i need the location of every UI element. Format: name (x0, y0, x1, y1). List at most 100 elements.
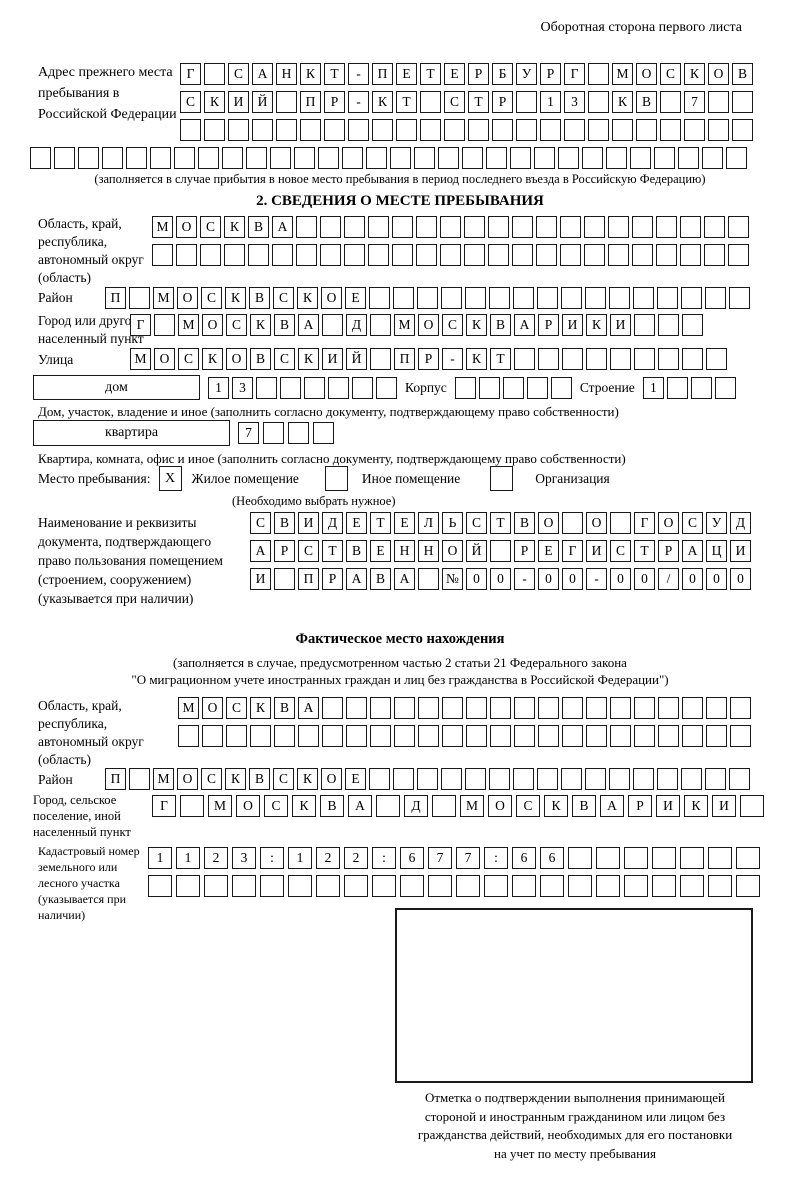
char-box[interactable] (492, 119, 513, 141)
char-box[interactable]: И (656, 795, 680, 817)
char-box[interactable] (609, 287, 630, 309)
char-box[interactable] (729, 287, 750, 309)
char-box[interactable]: Д (404, 795, 428, 817)
char-box[interactable] (390, 147, 411, 169)
char-box[interactable] (680, 244, 701, 266)
char-box[interactable] (730, 725, 751, 747)
char-box[interactable]: В (636, 91, 657, 113)
char-box[interactable] (368, 244, 389, 266)
char-box[interactable] (490, 725, 511, 747)
char-box[interactable]: О (202, 314, 223, 336)
char-box[interactable]: О (442, 540, 463, 562)
char-box[interactable]: К (292, 795, 316, 817)
char-box[interactable]: К (300, 63, 321, 85)
char-box[interactable] (516, 91, 537, 113)
char-box[interactable] (680, 875, 704, 897)
char-box[interactable] (624, 875, 648, 897)
char-box[interactable]: А (250, 540, 271, 562)
char-box[interactable]: И (610, 314, 631, 336)
char-box[interactable]: В (346, 540, 367, 562)
char-box[interactable] (562, 348, 583, 370)
char-box[interactable] (660, 91, 681, 113)
char-box[interactable]: М (153, 768, 174, 790)
char-box[interactable]: О (236, 795, 260, 817)
char-box[interactable]: С (226, 314, 247, 336)
char-box[interactable] (634, 697, 655, 719)
char-box[interactable] (370, 348, 391, 370)
char-box[interactable] (486, 147, 507, 169)
char-box[interactable] (296, 244, 317, 266)
char-box[interactable]: В (249, 768, 270, 790)
char-box[interactable]: В (514, 512, 535, 534)
char-box[interactable] (588, 63, 609, 85)
char-box[interactable] (344, 875, 368, 897)
char-box[interactable]: М (130, 348, 151, 370)
char-box[interactable] (288, 875, 312, 897)
char-box[interactable] (468, 119, 489, 141)
char-box[interactable] (274, 725, 295, 747)
char-box[interactable] (561, 768, 582, 790)
char-box[interactable]: О (176, 216, 197, 238)
char-box[interactable]: В (248, 216, 269, 238)
char-box[interactable] (550, 376, 572, 399)
char-box[interactable] (394, 725, 415, 747)
char-box[interactable] (488, 244, 509, 266)
char-box[interactable] (658, 725, 679, 747)
char-box[interactable]: В (490, 314, 511, 336)
char-box[interactable] (682, 314, 703, 336)
char-box[interactable] (512, 875, 536, 897)
char-box[interactable]: 1 (148, 847, 172, 869)
char-box[interactable]: А (348, 795, 372, 817)
char-box[interactable]: П (300, 91, 321, 113)
char-box[interactable] (465, 768, 486, 790)
char-box[interactable]: С (226, 697, 247, 719)
char-box[interactable] (322, 314, 343, 336)
char-box[interactable] (610, 348, 631, 370)
char-box[interactable] (454, 376, 476, 399)
char-box[interactable] (596, 847, 620, 869)
char-box[interactable]: Е (444, 63, 465, 85)
char-box[interactable]: Р (538, 314, 559, 336)
char-box[interactable]: 0 (706, 568, 727, 590)
char-box[interactable]: У (706, 512, 727, 534)
char-box[interactable] (632, 216, 653, 238)
char-box[interactable] (584, 216, 605, 238)
char-box[interactable]: С (200, 216, 221, 238)
char-box[interactable] (708, 875, 732, 897)
char-box[interactable]: В (249, 287, 270, 309)
char-box[interactable]: Г (562, 540, 583, 562)
char-box[interactable]: Г (634, 512, 655, 534)
char-box[interactable]: Р (274, 540, 295, 562)
char-box[interactable]: Т (490, 348, 511, 370)
char-box[interactable] (588, 91, 609, 113)
char-box[interactable] (728, 244, 749, 266)
char-box[interactable]: Л (418, 512, 439, 534)
char-box[interactable] (609, 768, 630, 790)
char-box[interactable] (560, 216, 581, 238)
char-box[interactable]: В (250, 348, 271, 370)
char-box[interactable]: А (600, 795, 624, 817)
char-box[interactable]: И (298, 512, 319, 534)
char-box[interactable]: К (297, 768, 318, 790)
char-box[interactable]: О (154, 348, 175, 370)
char-box[interactable]: М (152, 216, 173, 238)
char-box[interactable] (263, 422, 284, 444)
char-box[interactable]: И (322, 348, 343, 370)
char-box[interactable]: 7 (456, 847, 480, 869)
char-box[interactable]: Й (346, 348, 367, 370)
char-box[interactable]: О (177, 768, 198, 790)
char-box[interactable]: - (586, 568, 607, 590)
char-box[interactable] (706, 697, 727, 719)
char-box[interactable]: С (228, 63, 249, 85)
char-box[interactable]: С (274, 348, 295, 370)
char-box[interactable]: К (684, 795, 708, 817)
char-box[interactable]: О (708, 63, 729, 85)
char-box[interactable] (680, 847, 704, 869)
char-box[interactable] (313, 422, 334, 444)
char-box[interactable]: 0 (682, 568, 703, 590)
char-box[interactable]: М (612, 63, 633, 85)
char-box[interactable] (440, 216, 461, 238)
char-box[interactable] (276, 119, 297, 141)
char-box[interactable] (538, 697, 559, 719)
char-box[interactable]: 7 (684, 91, 705, 113)
